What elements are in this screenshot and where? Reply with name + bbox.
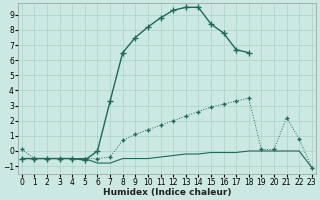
X-axis label: Humidex (Indice chaleur): Humidex (Indice chaleur) <box>103 188 231 197</box>
